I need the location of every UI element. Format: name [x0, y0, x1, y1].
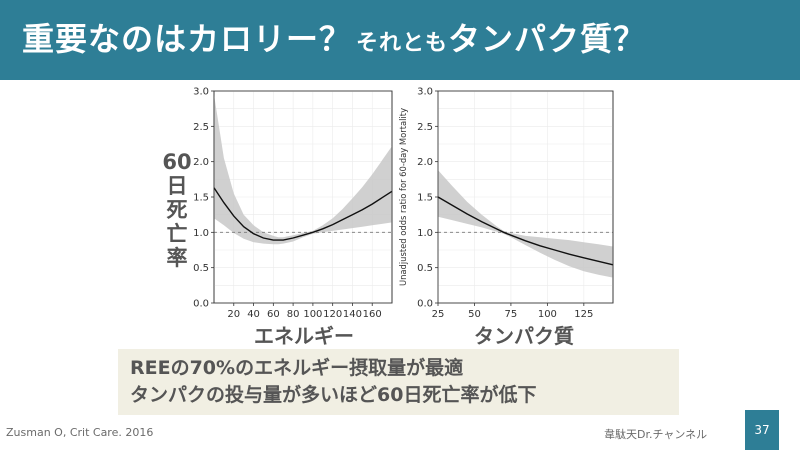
- energy-chart: 0.0 0.5 1.0 1.5 2.0 2.5 3.0 20 40 60 80 100 120 140 16…: [193, 87, 393, 320]
- y-axis-side-label-char: 死: [166, 198, 188, 222]
- citation: Zusman O, Crit Care. 2016: [6, 426, 154, 439]
- odds-ratio-line: [213, 187, 393, 241]
- summary-line-2: タンパクの投与量が多いほど60日死亡率が低下: [130, 384, 537, 406]
- page-number: 37: [745, 410, 779, 450]
- x-tick-label: 120: [323, 309, 342, 320]
- y-axis-side-label-char: 率: [166, 246, 188, 270]
- title-sub: それとも: [356, 31, 449, 56]
- title-bar: 重要なのはカロリー？ それとも タンパク質？: [0, 0, 800, 80]
- x-tick-label: 160: [363, 309, 382, 320]
- x-tick-label: 40: [247, 309, 260, 320]
- x-tick-label: 100: [538, 309, 557, 320]
- y-tick-label: 0.5: [193, 263, 209, 274]
- x-tick-label: 125: [574, 309, 593, 320]
- y-tick-label: 0.0: [417, 299, 433, 310]
- summary-box: REEの70%のエネルギー摂取量が最適 タンパクの投与量が多いほど60日死亡率が…: [118, 349, 679, 415]
- y-tick-label: 0.0: [193, 299, 209, 310]
- x-tick-label: 25: [432, 309, 445, 320]
- y-tick-label: 2.5: [193, 122, 209, 133]
- y-tick-label: 3.0: [417, 87, 433, 98]
- x-tick-label: 75: [505, 309, 518, 320]
- y-tick-label: 1.0: [417, 228, 433, 239]
- slide-title: 重要なのはカロリー？ それとも タンパク質？: [22, 14, 646, 64]
- y-tick-label: 0.5: [417, 263, 433, 274]
- x-tick-label: 140: [343, 309, 362, 320]
- x-tick-label: 20: [227, 309, 240, 320]
- x-tick-label: 60: [267, 309, 280, 320]
- y-tick-label: 2.0: [193, 157, 209, 168]
- y-axis-side-label: 60 日 死 亡 率: [162, 150, 192, 270]
- y-tick-label: 1.5: [193, 193, 209, 204]
- y-axis-side-label-char: 亡: [166, 222, 188, 246]
- confidence-band: [438, 170, 613, 278]
- y-axis-label: Unadjusted odds ratio for 60-day Mortali…: [398, 108, 408, 286]
- channel-name: 韋駄天Dr.チャンネル: [604, 428, 708, 441]
- x-tick-label: 80: [287, 309, 300, 320]
- x-tick-label: 100: [303, 309, 322, 320]
- protein-chart: 0.0 0.5 1.0 1.5 2.0 2.5 3.0 25 50 75 100 125 Unadjus…: [398, 87, 614, 320]
- y-axis-side-label-char: 60: [162, 150, 192, 174]
- summary-line-1: REEの70%のエネルギー摂取量が最適: [130, 357, 464, 379]
- energy-x-axis-label: エネルギー: [254, 324, 354, 348]
- y-tick-label: 1.5: [417, 193, 433, 204]
- protein-x-axis-label: タンパク質: [474, 324, 574, 348]
- title-end: タンパク質？: [448, 20, 647, 58]
- y-tick-label: 3.0: [193, 87, 209, 98]
- odds-ratio-line: [437, 196, 614, 266]
- y-tick-label: 2.5: [417, 122, 433, 133]
- y-axis-side-label-char: 日: [166, 174, 188, 198]
- y-tick-label: 1.0: [193, 228, 209, 239]
- y-tick-label: 2.0: [417, 157, 433, 168]
- title-main: 重要なのはカロリー？: [22, 20, 353, 58]
- x-tick-label: 50: [468, 309, 481, 320]
- confidence-band: [214, 94, 392, 245]
